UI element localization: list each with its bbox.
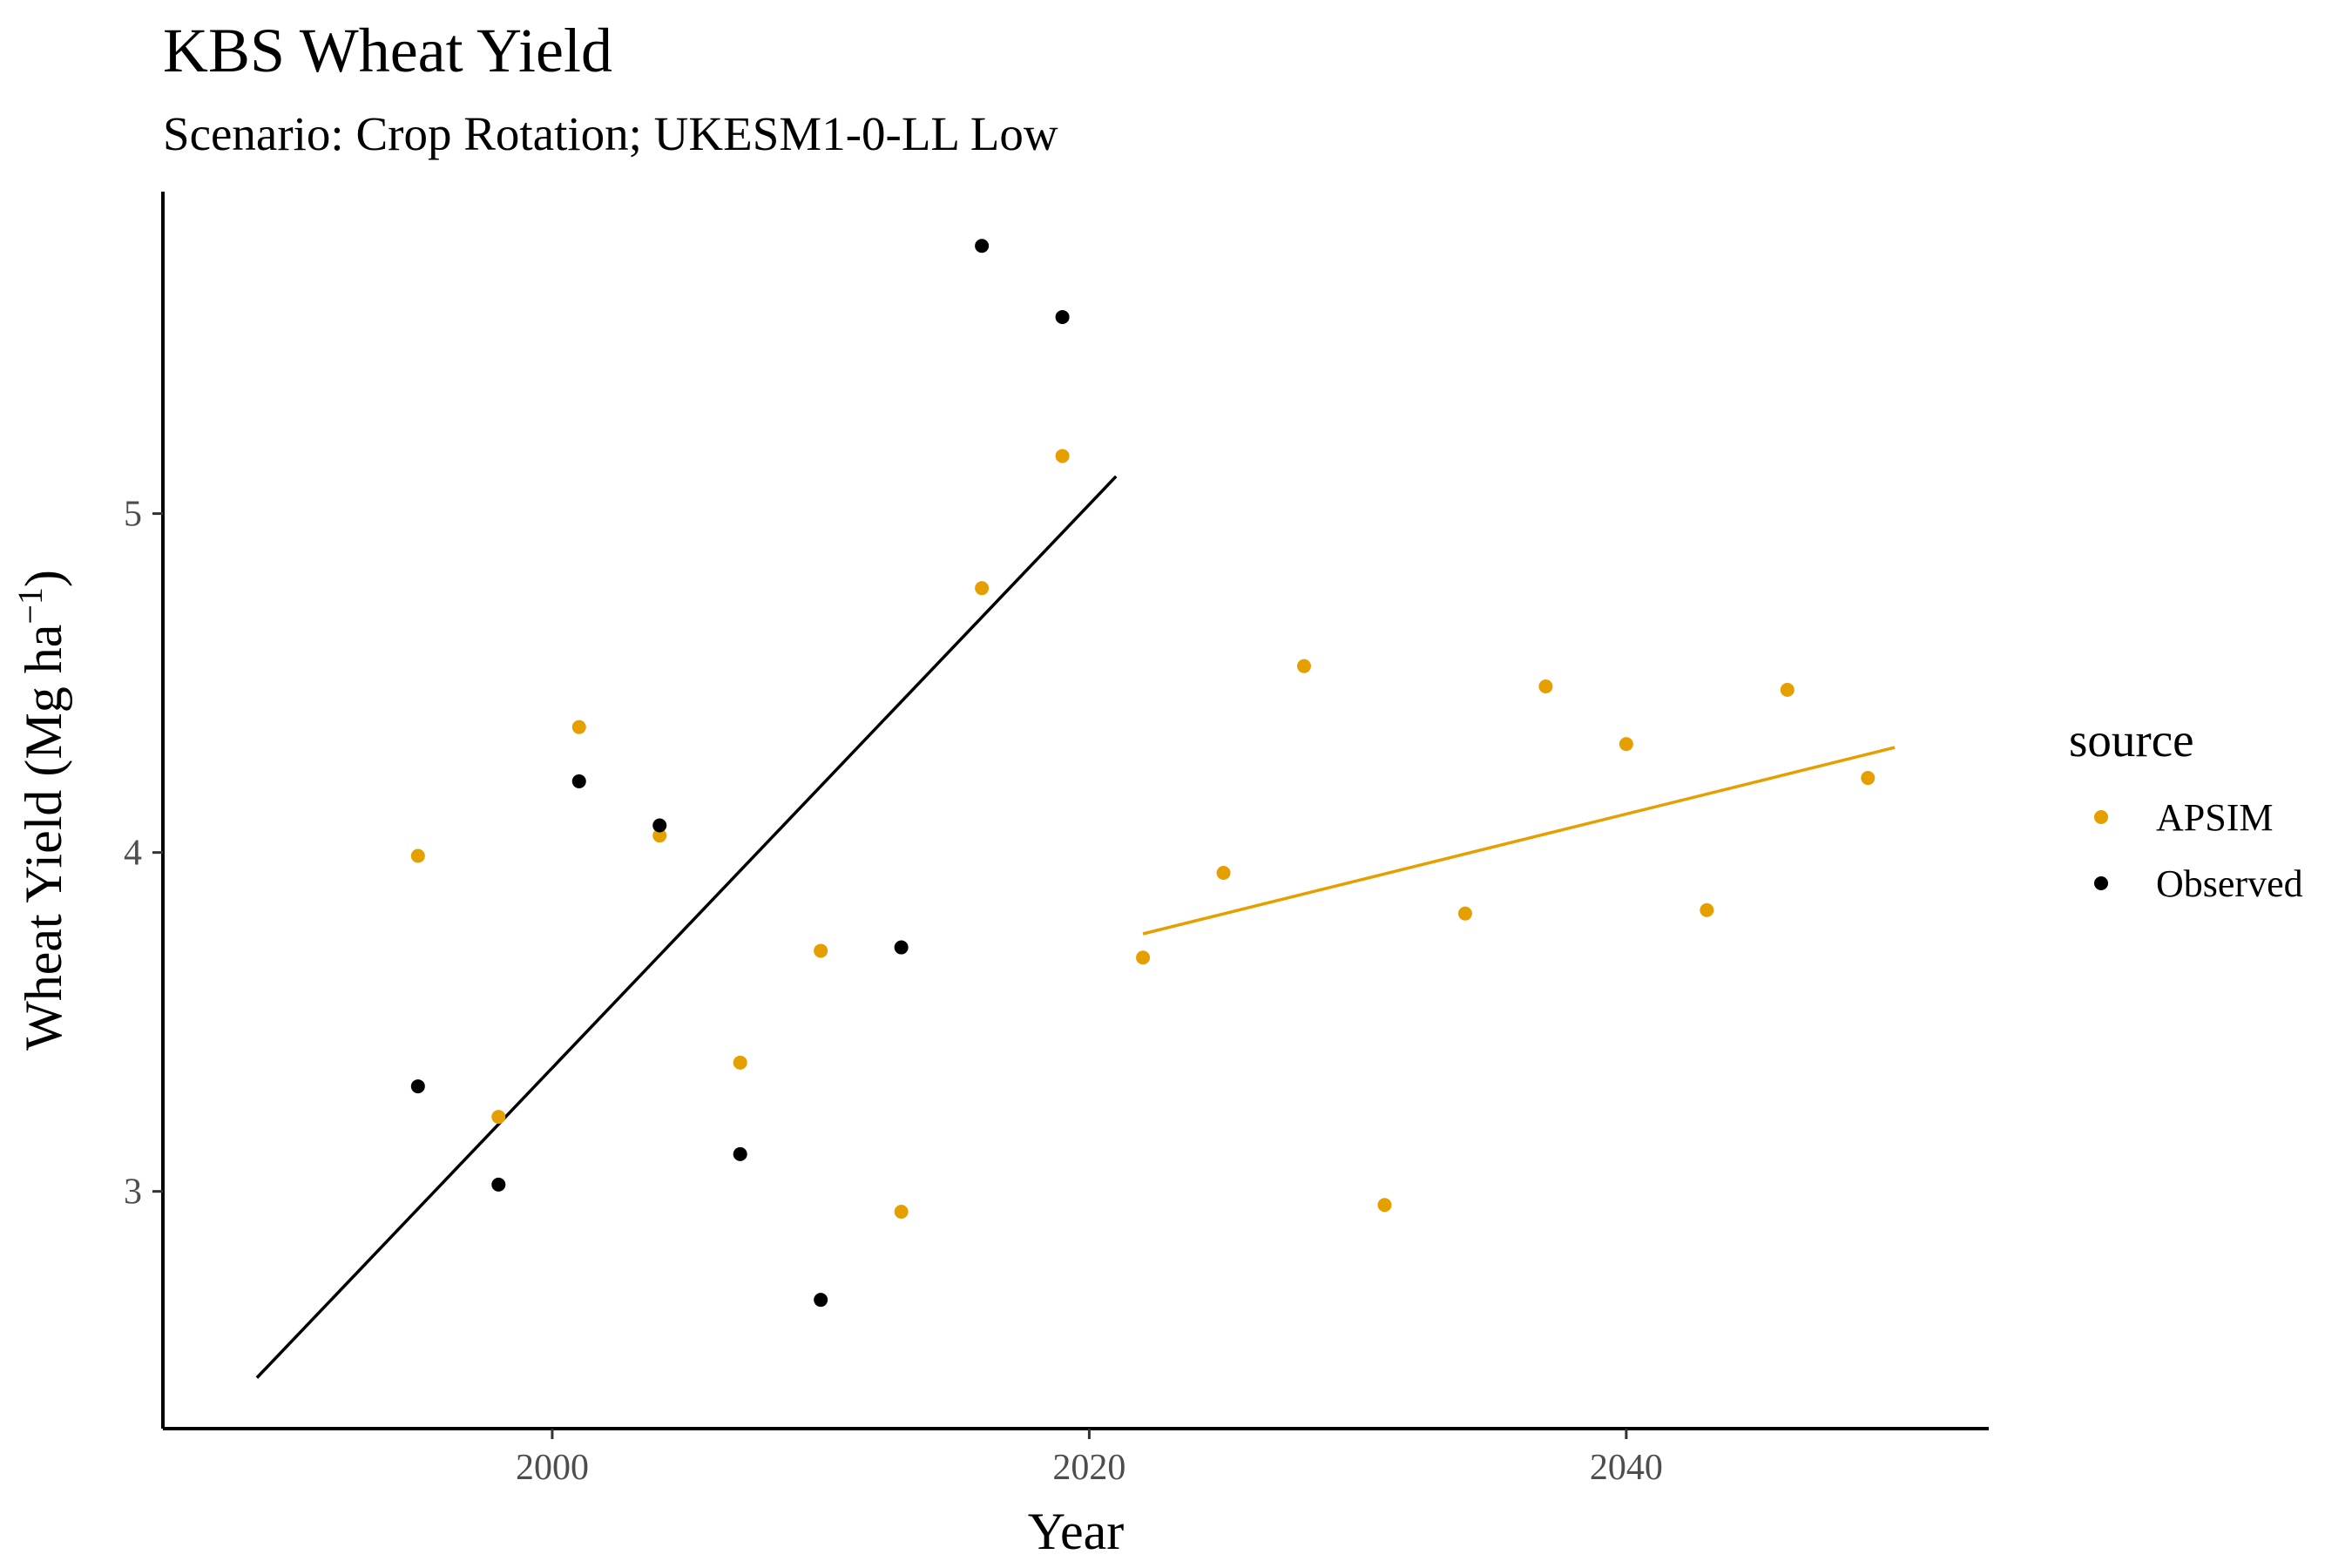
observed-point [410, 1079, 425, 1094]
apsim-point [410, 848, 425, 863]
legend-title: source [2069, 713, 2194, 767]
observed-point [733, 1146, 747, 1161]
y-axis-title-superscript: −1 [10, 587, 50, 625]
apsim-point [1377, 1198, 1392, 1213]
observed-point [1055, 309, 1070, 324]
y-tick-label: 4 [124, 834, 142, 874]
apsim-point [1861, 771, 1876, 786]
legend: source APSIM Observed [2069, 713, 2303, 905]
legend-label-observed: Observed [2156, 862, 2303, 905]
apsim-point [1700, 902, 1714, 917]
apsim-trend-line [1142, 746, 1896, 936]
apsim-point [491, 1110, 506, 1125]
legend-key-apsim [2094, 810, 2108, 824]
y-axis-ticks: 3 4 5 [124, 495, 163, 1213]
y-axis-title-close: ) [15, 570, 72, 587]
apsim-point [1216, 865, 1231, 880]
observed-point [652, 818, 667, 833]
apsim-point [652, 828, 667, 843]
x-tick-label: 2020 [1052, 1448, 1125, 1488]
y-axis-title-main: Wheat Yield (Mg ha [15, 625, 72, 1051]
apsim-point [1457, 906, 1472, 921]
apsim-point [1538, 679, 1553, 693]
observed-point [894, 940, 909, 955]
observed-point [491, 1177, 506, 1192]
apsim-point [814, 943, 828, 958]
x-axis-title: Year [1028, 1503, 1125, 1560]
x-tick-label: 2040 [1590, 1448, 1663, 1488]
y-tick-label: 5 [124, 495, 142, 535]
chart-subtitle: Scenario: Crop Rotation; UKESM1-0-LL Low [163, 107, 1058, 160]
apsim-point [975, 581, 990, 596]
plot-area [255, 239, 1896, 1379]
apsim-point [733, 1055, 747, 1070]
observed-point [814, 1293, 828, 1308]
apsim-point [1780, 682, 1794, 697]
apsim-point [1055, 449, 1070, 463]
observed-point [571, 774, 586, 788]
x-axis-ticks: 2000 2020 2040 [516, 1429, 1663, 1488]
apsim-point [571, 720, 586, 734]
y-axis-title: Wheat Yield (Mg ha−1) [10, 570, 72, 1051]
chart-title: KBS Wheat Yield [163, 16, 612, 85]
legend-label-apsim: APSIM [2156, 796, 2274, 839]
observed-point [975, 239, 990, 253]
legend-key-observed [2094, 876, 2108, 890]
observed-trend-line [255, 475, 1118, 1379]
apsim-point [894, 1205, 909, 1220]
apsim-point [1297, 659, 1311, 673]
y-tick-label: 3 [124, 1173, 142, 1213]
x-tick-label: 2000 [516, 1448, 589, 1488]
apsim-point [1619, 737, 1633, 752]
apsim-point [1136, 950, 1151, 965]
